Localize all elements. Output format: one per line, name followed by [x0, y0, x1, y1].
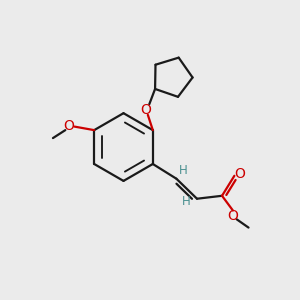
Text: H: H [178, 164, 187, 177]
Text: O: O [227, 209, 238, 223]
Text: O: O [140, 103, 151, 116]
Text: O: O [234, 167, 245, 181]
Text: H: H [182, 195, 191, 208]
Text: O: O [64, 119, 75, 133]
